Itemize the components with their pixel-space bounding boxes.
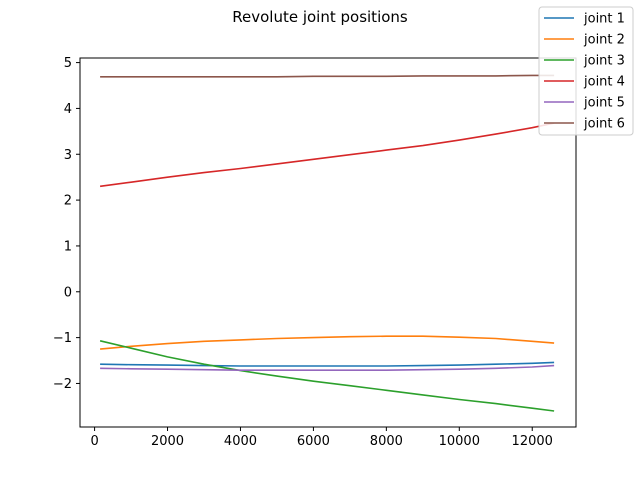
legend-label: joint 6 [583, 117, 625, 132]
plot-frame [79, 57, 577, 428]
plot-area [79, 57, 577, 428]
y-axis: −2 −1 0 1 2 3 4 5 [53, 56, 80, 392]
x-tick-label: 2000 [151, 434, 184, 449]
y-tick-label: 4 [64, 102, 72, 117]
legend-label: joint 3 [583, 54, 625, 69]
legend-label: joint 2 [583, 33, 625, 48]
legend-label: joint 5 [583, 96, 625, 111]
y-tick-label: −2 [53, 377, 72, 392]
series-line-joint-1 [100, 361, 555, 367]
chart-title: Revolute joint positions [232, 8, 408, 26]
x-axis: 0 2000 4000 6000 8000 10000 12000 [90, 427, 553, 449]
legend: joint 1 joint 2 joint 3 joint 4 joint 5 joint… [538, 6, 634, 136]
y-tick-label: 2 [64, 194, 72, 209]
y-tick-label: 3 [64, 148, 72, 163]
series-line-joint-5 [100, 364, 555, 372]
x-tick-label: 4000 [224, 434, 257, 449]
x-tick-label: 0 [90, 434, 98, 449]
legend-label: joint 1 [583, 12, 625, 27]
series-lines [99, 74, 555, 412]
y-tick-label: 0 [64, 285, 72, 300]
x-tick-label: 8000 [370, 434, 403, 449]
x-tick-label: 12000 [512, 434, 553, 449]
legend-label: joint 4 [583, 75, 625, 90]
series-line-joint-4 [99, 122, 555, 188]
y-tick-label: −1 [53, 331, 72, 346]
series-line-joint-6 [100, 74, 555, 78]
series-line-joint-2 [100, 335, 555, 350]
x-tick-label: 6000 [297, 434, 330, 449]
x-tick-label: 10000 [439, 434, 480, 449]
y-tick-label: 1 [64, 239, 72, 254]
y-tick-label: 5 [64, 56, 72, 71]
series-line-joint-3 [99, 340, 555, 412]
